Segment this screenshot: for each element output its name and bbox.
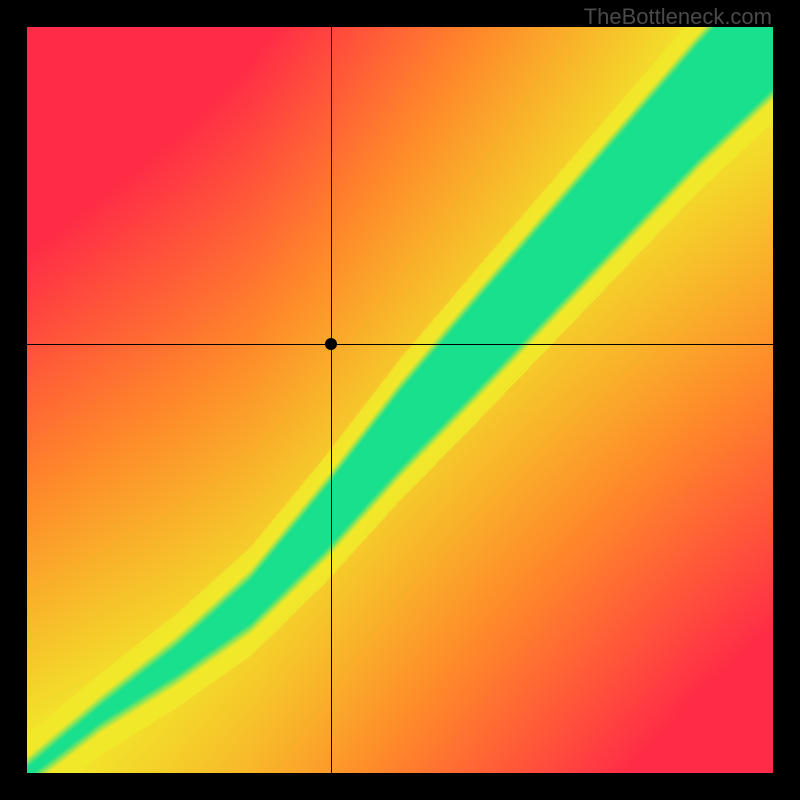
heatmap-canvas <box>27 27 773 773</box>
chart-container: TheBottleneck.com <box>0 0 800 800</box>
heatmap-plot <box>27 27 773 773</box>
watermark-text: TheBottleneck.com <box>584 4 772 30</box>
data-point-marker <box>325 338 337 350</box>
crosshair-horizontal <box>27 344 773 345</box>
crosshair-vertical <box>331 27 332 773</box>
